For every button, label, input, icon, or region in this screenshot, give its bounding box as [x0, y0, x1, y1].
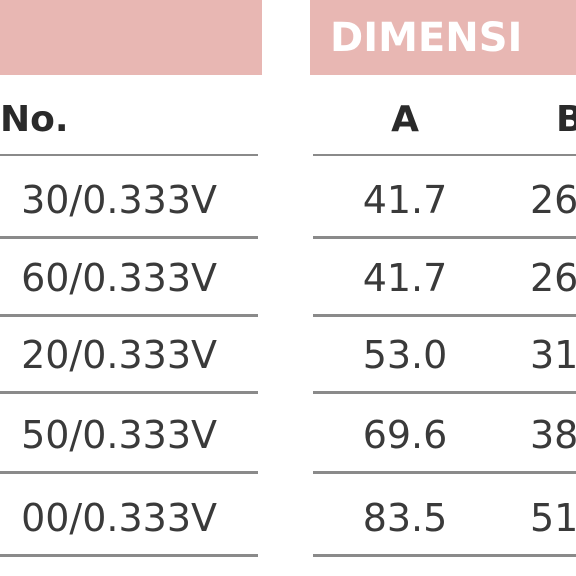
- cell: 50/0.333V: [21, 413, 217, 457]
- cell: 69.6: [362, 413, 448, 457]
- rule: [0, 471, 258, 474]
- cell: 31: [530, 333, 576, 377]
- rule: [313, 154, 576, 156]
- header-band-left: [0, 0, 262, 75]
- cell: 26: [530, 256, 576, 300]
- rule: [313, 554, 576, 557]
- cell: 20/0.333V: [21, 333, 217, 377]
- column-header: A: [391, 99, 419, 140]
- rule: [313, 391, 576, 394]
- rule: [313, 236, 576, 239]
- cell: 41.7: [362, 178, 448, 222]
- rule: [0, 236, 258, 239]
- column-header: No.: [0, 99, 69, 140]
- rule: [0, 314, 258, 317]
- header-band-right: [310, 0, 576, 75]
- cell: 53.0: [362, 333, 448, 377]
- rule: [0, 554, 258, 557]
- cell: 83.5: [362, 496, 448, 540]
- cell: 26: [530, 178, 576, 222]
- group-header: DIMENSI: [330, 15, 523, 61]
- rule: [313, 314, 576, 317]
- cell: 51: [530, 496, 576, 540]
- rule: [0, 391, 258, 394]
- cell: 30/0.333V: [21, 178, 217, 222]
- rule: [0, 154, 258, 156]
- cell: 38: [530, 413, 576, 457]
- cell: 41.7: [362, 256, 448, 300]
- cell: 60/0.333V: [21, 256, 217, 300]
- rule: [313, 471, 576, 474]
- cell: 00/0.333V: [21, 496, 217, 540]
- column-header: B: [556, 99, 576, 140]
